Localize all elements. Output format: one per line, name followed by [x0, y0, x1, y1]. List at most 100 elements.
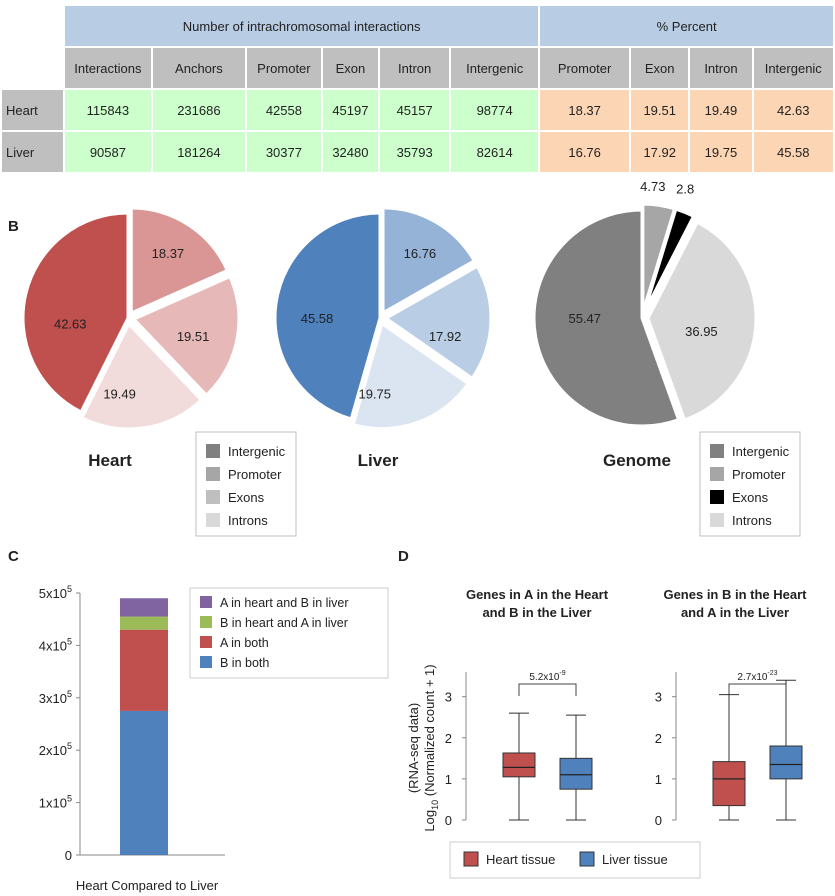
- table-cell: 32480: [322, 132, 379, 172]
- pie-slice-introns: [646, 220, 758, 422]
- col-header: Intron: [380, 48, 450, 88]
- pie-legend-label: Intergenic: [228, 444, 286, 459]
- pie-legend-swatch: [206, 444, 220, 458]
- box-y-tick-label: 1: [445, 772, 452, 787]
- table-row: Liver 90587 181264 30377 32480 35793 826…: [2, 132, 833, 172]
- box-y-tick-label: 3: [655, 690, 662, 705]
- table-cell: 98774: [451, 90, 539, 130]
- pie-legend-label: Promoter: [228, 467, 282, 482]
- pie-slice-introns: [351, 321, 471, 431]
- box-iqr: [712, 761, 746, 807]
- pie-legend-swatch: [710, 444, 724, 458]
- pie-slice-promoter: [381, 206, 477, 316]
- pie-legend-label: Introns: [732, 513, 772, 528]
- pie-legend-swatch: [206, 513, 220, 527]
- pie-legend-swatch: [206, 490, 220, 504]
- row-label: Heart: [2, 90, 64, 130]
- pie-value-label: 17.92: [429, 329, 462, 344]
- pie-value-label: 16.76: [404, 246, 437, 261]
- bar-legend-label: A in both: [220, 636, 269, 650]
- table-cell: 45197: [322, 90, 379, 130]
- pie-legend-swatch: [206, 467, 220, 481]
- box-legend-swatch: [463, 851, 479, 867]
- bar-legend-swatch: [200, 616, 212, 628]
- pie-legend-swatch: [710, 490, 724, 504]
- pie-value-label: 42.63: [54, 316, 87, 331]
- bar-legend-label: A in heart and B in liver: [220, 596, 349, 610]
- pie-value-label: 45.58: [301, 311, 334, 326]
- col-header: Exon: [322, 48, 379, 88]
- pie-slice-intergenic: [273, 211, 382, 421]
- bar-legend-label: B in both: [220, 656, 269, 670]
- box-iqr: [769, 745, 803, 780]
- pie-value-label: 4.73: [640, 179, 665, 194]
- bar-y-tick-label: 3x105: [39, 689, 72, 706]
- col-header: Promoter: [540, 48, 630, 88]
- box-title: and B in the Liver: [482, 605, 591, 620]
- pie-title: Liver: [358, 451, 399, 470]
- bar-y-tick-label: 5x105: [39, 584, 72, 601]
- table-cell: 19.49: [690, 90, 752, 130]
- table-cell: 45.58: [753, 132, 833, 172]
- box-iqr: [502, 752, 536, 778]
- bar-legend-swatch: [200, 636, 212, 648]
- pie-legend-label: Exons: [228, 490, 265, 505]
- pie-value-label: 36.95: [685, 324, 718, 339]
- panel-d-letter: D: [398, 548, 409, 565]
- pvalue-bracket: [518, 683, 577, 696]
- bar-segment: [120, 629, 168, 711]
- table-cell: 231686: [152, 90, 246, 130]
- bar-legend-swatch: [200, 596, 212, 608]
- box-y-tick-label: 0: [445, 813, 452, 828]
- col-header: Exon: [631, 48, 689, 88]
- col-header: Anchors: [152, 48, 246, 88]
- bar-segment: [120, 598, 168, 617]
- table-cell: 115843: [65, 90, 151, 130]
- box-y-tick-label: 0: [655, 813, 662, 828]
- table-cell: 17.92: [631, 132, 689, 172]
- pie-slice-exons: [383, 264, 493, 381]
- table-cell: 45157: [380, 90, 450, 130]
- table-cell: 82614: [451, 132, 539, 172]
- pvalue-label: 2.7x10-23: [737, 670, 777, 683]
- pie-legend-label: Introns: [228, 513, 268, 528]
- pie-legend-label: Promoter: [732, 467, 786, 482]
- col-header: Intergenic: [451, 48, 539, 88]
- box-y-label-line1: (RNA-seq data): [406, 703, 421, 793]
- pie-value-label: 55.47: [568, 311, 601, 326]
- panel-c-letter: C: [8, 548, 19, 565]
- table-cell: 18.37: [540, 90, 630, 130]
- box-legend-box: [449, 841, 701, 879]
- table-cell: 181264: [152, 132, 246, 172]
- pie-value-label: 18.37: [152, 246, 185, 261]
- pie-value-label: 19.51: [177, 329, 210, 344]
- table-cell: 16.76: [540, 132, 630, 172]
- box-iqr: [559, 757, 593, 790]
- bar-segment: [120, 616, 168, 630]
- pie-slice-intergenic: [21, 211, 130, 414]
- panel-b-letter: B: [8, 218, 19, 235]
- box-title: Genes in B in the Heart: [663, 587, 807, 602]
- box-y-tick-label: 2: [445, 731, 452, 746]
- group-header-interactions: Number of intrachromosomal interactions: [65, 6, 539, 46]
- col-header: Promoter: [247, 48, 321, 88]
- table-cell: 90587: [65, 132, 151, 172]
- bar-legend-box: [189, 587, 389, 679]
- row-label: Liver: [2, 132, 64, 172]
- interactions-table: Number of intrachromosomal interactions …: [0, 4, 835, 174]
- box-y-axis-label: (RNA-seq data)Log10 (Normalized count + …: [406, 664, 440, 831]
- table-group-header-row: Number of intrachromosomal interactions …: [2, 6, 833, 46]
- box-y-tick-label: 2: [655, 731, 662, 746]
- pie-legend-swatch: [710, 467, 724, 481]
- table-cell: 42558: [247, 90, 321, 130]
- col-header: Interactions: [65, 48, 151, 88]
- bar-x-category: Heart Compared to Liver: [76, 878, 219, 893]
- box-title: and A in the Liver: [681, 605, 789, 620]
- col-header: Intron: [690, 48, 752, 88]
- bar-legend-swatch: [200, 656, 212, 668]
- pie-slice-introns: [79, 321, 204, 431]
- table-corner: [2, 6, 64, 46]
- pie-title: Genome: [603, 451, 671, 470]
- pie-slice-promoter: [129, 206, 230, 316]
